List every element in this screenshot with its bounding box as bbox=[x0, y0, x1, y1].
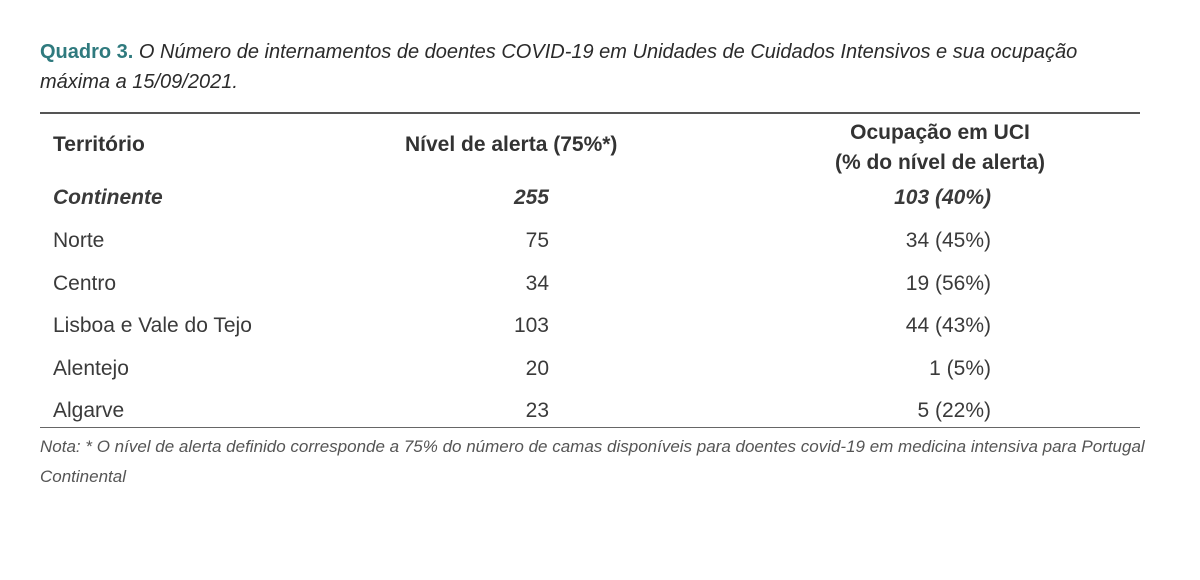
cell-occupancy: 1 (5%) bbox=[929, 357, 991, 380]
cell-occupancy: 103 (40%) bbox=[894, 186, 991, 209]
cell-territory: Continente bbox=[53, 186, 163, 209]
cell-occupancy: 44 (43%) bbox=[905, 314, 991, 337]
cell-alert-level: 103 bbox=[513, 314, 549, 337]
table-row: Alentejo 20 1 (5%) bbox=[0, 354, 1200, 384]
cell-territory: Algarve bbox=[53, 399, 125, 422]
cell-occupancy: 19 (56%) bbox=[905, 272, 991, 295]
header-occupancy-line2: (% do nível de alerta) bbox=[834, 151, 1046, 174]
cell-alert-level: 20 bbox=[525, 357, 549, 380]
table-caption: Quadro 3. O Número de internamentos de d… bbox=[40, 37, 1140, 97]
cell-alert-level: 75 bbox=[525, 229, 549, 252]
table-row: Algarve 23 5 (22%) bbox=[0, 396, 1200, 426]
table-row-total: Continente 255 103 (40%) bbox=[0, 183, 1200, 213]
cell-alert-level: 34 bbox=[525, 272, 549, 295]
caption-label: Quadro 3. bbox=[40, 41, 134, 63]
cell-alert-level: 255 bbox=[513, 186, 549, 209]
header-territory: Território bbox=[53, 133, 145, 156]
table-footnote: Nota: * O nível de alerta definido corre… bbox=[40, 437, 1145, 486]
table-top-rule bbox=[40, 112, 1140, 114]
cell-alert-level: 23 bbox=[525, 399, 549, 422]
table-row: Lisboa e Vale do Tejo 103 44 (43%) bbox=[0, 311, 1200, 341]
table-bottom-rule bbox=[40, 427, 1140, 428]
cell-territory: Centro bbox=[53, 272, 117, 295]
cell-territory: Alentejo bbox=[53, 357, 129, 380]
table-row: Norte 75 34 (45%) bbox=[0, 226, 1200, 256]
cell-occupancy: 5 (22%) bbox=[917, 399, 991, 422]
cell-occupancy: 34 (45%) bbox=[905, 229, 991, 252]
cell-territory: Norte bbox=[53, 229, 105, 252]
caption-title: O Número de internamentos de doentes COV… bbox=[40, 41, 1078, 93]
header-occupancy: Ocupação em UCI (% do nível de alerta) bbox=[790, 118, 1090, 178]
cell-territory: Lisboa e Vale do Tejo bbox=[53, 314, 252, 337]
table-row: Centro 34 19 (56%) bbox=[0, 269, 1200, 299]
header-occupancy-line1: Ocupação em UCI bbox=[850, 121, 1030, 144]
header-alert-level: Nível de alerta (75%*) bbox=[405, 133, 618, 156]
